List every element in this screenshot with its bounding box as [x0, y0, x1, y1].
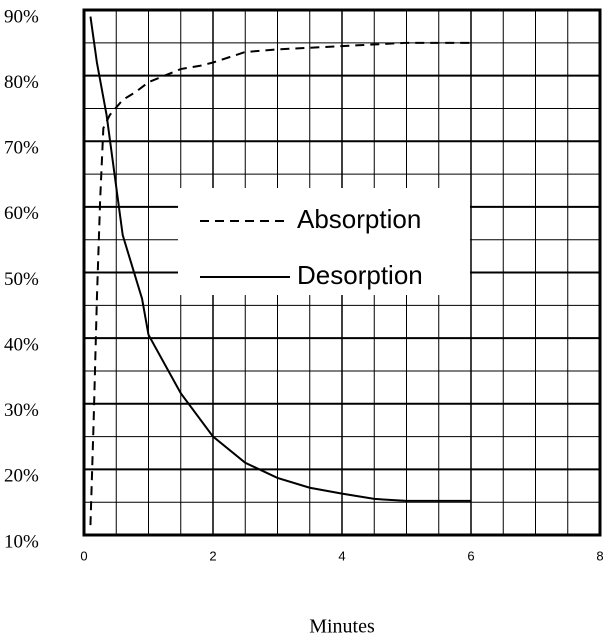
- y-tick-label: 40%: [4, 334, 39, 355]
- legend-label: Desorption: [297, 260, 423, 290]
- y-tick-label: 70%: [4, 138, 39, 159]
- y-tick-label: 80%: [4, 72, 39, 93]
- legend: Absorption Desorption: [178, 188, 470, 295]
- legend-label: Absorption: [297, 204, 421, 234]
- y-tick-label: 20%: [4, 466, 39, 487]
- series-line: [89, 41, 471, 526]
- x-tick-label: 2: [209, 548, 216, 563]
- x-tick-label: 4: [338, 548, 345, 563]
- x-tick-label: 8: [596, 548, 603, 563]
- x-axis-title: Minutes: [309, 616, 375, 638]
- x-tick-label: 0: [80, 548, 87, 563]
- y-tick-label: 10%: [4, 531, 39, 552]
- series-line: [89, 16, 471, 502]
- y-tick-label: 90%: [4, 6, 39, 27]
- y-tick-label: 50%: [4, 269, 39, 290]
- y-tick-label: 60%: [4, 203, 39, 224]
- y-tick-label: 30%: [4, 400, 39, 421]
- plot-frame: [82, 8, 602, 537]
- x-tick-label: 6: [467, 548, 474, 563]
